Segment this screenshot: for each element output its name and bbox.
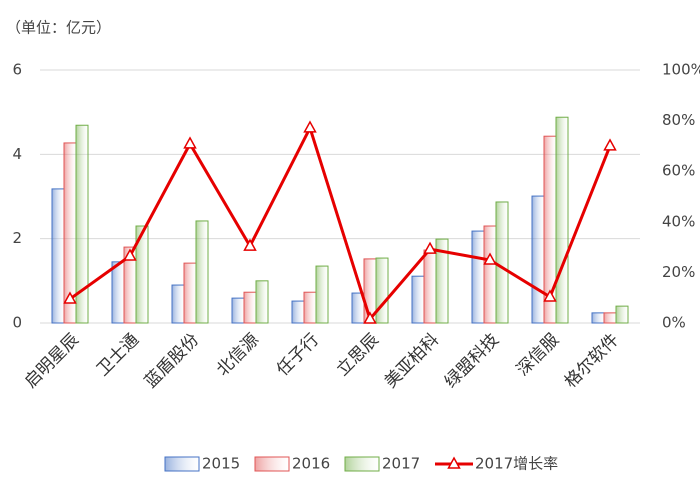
bar [171, 284, 185, 324]
y2-tick-label: 80% [662, 111, 695, 129]
x-tick-label: 绿盟科技 [441, 330, 503, 392]
bar [423, 249, 437, 324]
unit-label: （单位：亿元） [6, 19, 111, 37]
bar [243, 291, 257, 324]
marker [63, 291, 77, 304]
bar [315, 265, 329, 324]
bar [51, 188, 65, 324]
legend-label: 2017增长率 [475, 455, 558, 473]
bar [183, 262, 197, 324]
bar [495, 201, 509, 324]
bar [303, 291, 317, 324]
marker [543, 289, 557, 302]
x-tick-label: 格尔软件 [561, 330, 623, 392]
bar [471, 230, 485, 324]
y2-tick-label: 40% [662, 212, 695, 230]
y-tick-label: 4 [12, 145, 22, 163]
legend-swatch [344, 456, 380, 472]
x-tick-label: 深信服 [513, 330, 563, 380]
x-tick-label: 蓝盾股份 [141, 330, 203, 392]
marker [483, 252, 497, 265]
legend-label: 2017 [382, 455, 420, 473]
y2-tick-label: 20% [662, 263, 695, 281]
y2-tick-label: 100% [662, 61, 700, 79]
legend-label: 2015 [202, 455, 240, 473]
legend-label: 2016 [292, 455, 330, 473]
y-tick-label: 6 [12, 61, 22, 79]
bar [603, 312, 617, 324]
bar [111, 261, 125, 324]
y2-tick-label: 60% [662, 162, 695, 180]
x-tick-label: 启明星辰 [21, 330, 83, 392]
bar [615, 305, 629, 324]
x-tick-label: 美亚柏科 [381, 330, 443, 392]
bar [411, 275, 425, 324]
bar [195, 220, 209, 324]
legend-swatch [254, 456, 290, 472]
bar [255, 280, 269, 324]
bar [75, 124, 89, 324]
bar [591, 312, 605, 324]
bar [555, 116, 569, 324]
x-tick-label: 任子行 [273, 330, 323, 380]
bar [531, 195, 545, 324]
x-tick-label: 卫士通 [93, 330, 143, 380]
y2-tick-label: 0% [662, 314, 686, 332]
bar [375, 257, 389, 324]
y-tick-label: 0 [12, 314, 22, 332]
marker [243, 238, 257, 251]
x-tick-label: 立思辰 [333, 330, 383, 380]
legend-swatch [447, 456, 461, 469]
marker [423, 241, 437, 254]
bar [483, 225, 497, 324]
marker [303, 120, 317, 133]
bar [291, 300, 305, 324]
bar [435, 238, 449, 324]
legend-swatch [164, 456, 200, 472]
x-tick-label: 北信源 [213, 330, 263, 380]
line [69, 123, 612, 322]
marker [603, 138, 617, 151]
marker [183, 136, 197, 149]
bar [231, 297, 245, 324]
y-tick-label: 2 [12, 229, 22, 247]
marker [123, 248, 137, 261]
marker [363, 311, 377, 324]
bar [135, 225, 149, 324]
